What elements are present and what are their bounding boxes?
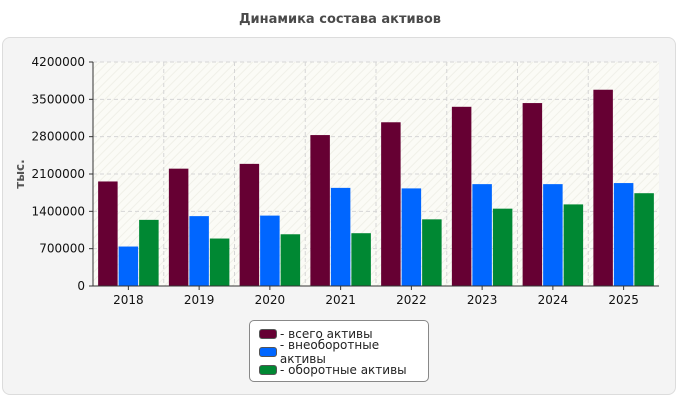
y-axis-label: тыс. (13, 159, 27, 188)
y-tick-label: 1400000 (32, 204, 85, 218)
chart-title: Динамика состава активов (238, 12, 442, 27)
bar (260, 215, 280, 286)
y-tick-label: 0 (77, 279, 85, 293)
bar (351, 233, 371, 286)
bar (492, 208, 513, 286)
bar (280, 234, 301, 286)
bar (522, 103, 543, 286)
legend-label: - оборотные активы (280, 363, 407, 377)
bar (98, 181, 118, 286)
bar (209, 238, 230, 286)
bar (189, 216, 209, 286)
legend-swatch (259, 329, 277, 339)
legend-item-total-assets: - всего активы (259, 325, 428, 343)
y-tick-label: 2800000 (32, 130, 85, 144)
y-tick-labels: 0 700000 1400000 2100000 2800000 3500000 42000… (32, 55, 85, 293)
legend: - всего активы - внеоборотные активы - о… (249, 320, 429, 382)
x-tick-label: 2021 (325, 293, 356, 307)
x-tick-label: 2022 (396, 293, 427, 307)
x-tick-label: 2024 (538, 293, 569, 307)
legend-label: - внеоборотные активы (279, 338, 380, 366)
legend-swatch (259, 365, 277, 375)
axes (89, 61, 659, 290)
bar (451, 106, 472, 286)
y-tick-label: 700000 (39, 242, 85, 256)
bar (634, 193, 654, 286)
bars-group (98, 89, 654, 287)
y-tick-label: 2100000 (32, 167, 85, 181)
bar (422, 219, 442, 286)
x-tick-label: 2023 (467, 293, 498, 307)
bar (543, 184, 563, 286)
bar (139, 219, 159, 286)
legend-item-noncurrent-assets: - внеоборотные активы (259, 338, 428, 366)
bar (563, 204, 584, 286)
bar (593, 89, 613, 286)
x-tick-label: 2018 (113, 293, 144, 307)
x-tick-label: 2019 (184, 293, 215, 307)
bar (613, 183, 634, 286)
bar (472, 184, 492, 286)
bar (168, 168, 189, 286)
bar (330, 187, 351, 286)
legend-label: - всего активы (280, 327, 373, 341)
y-tick-label: 4200000 (32, 55, 85, 69)
bar (118, 246, 139, 286)
legend-item-current-assets: - оборотные активы (259, 361, 428, 379)
x-tick-labels: 2018 2019 2020 2021 2022 2023 2024 2025 (113, 293, 639, 307)
bar (239, 163, 260, 286)
x-tick-label: 2025 (608, 293, 639, 307)
x-tick-label: 2020 (255, 293, 286, 307)
legend-swatch (259, 347, 277, 357)
bar (310, 135, 330, 286)
y-tick-label: 3500000 (32, 92, 85, 106)
bar (381, 122, 401, 287)
bar (401, 188, 422, 286)
